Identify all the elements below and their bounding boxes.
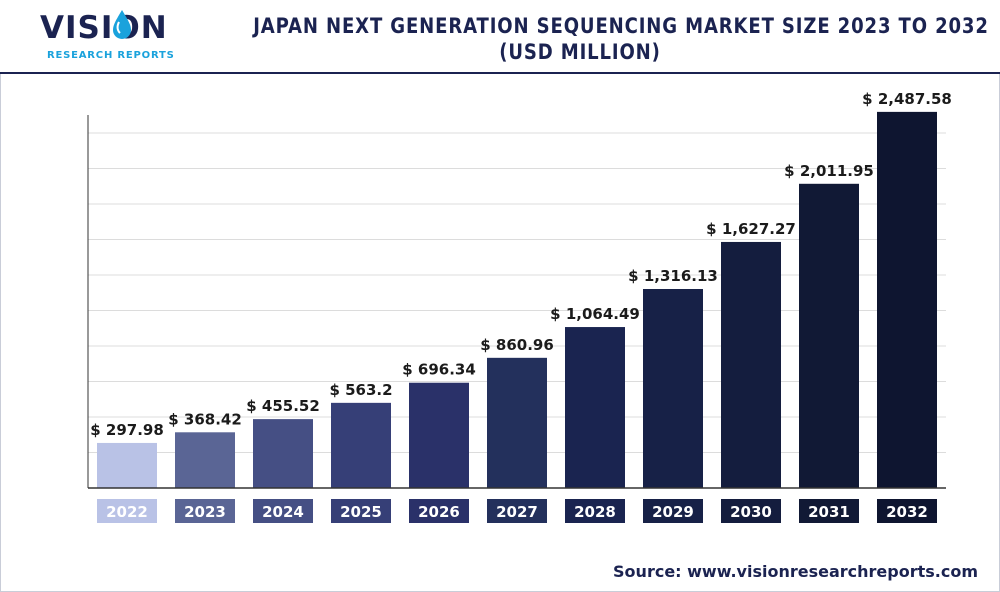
bar-2031 xyxy=(799,183,859,489)
x-tick-box-2024 xyxy=(253,499,313,523)
bar-2027 xyxy=(487,357,547,488)
bar-2032 xyxy=(877,111,937,489)
bar-2028 xyxy=(565,327,625,488)
chart-title: JAPAN NEXT GENERATION SEQUENCING MARKET … xyxy=(253,13,989,65)
data-label-2023: $ 368.42 xyxy=(168,410,242,428)
x-tick-box-2029 xyxy=(643,499,703,523)
x-tick-label-2027: 2027 xyxy=(496,503,538,521)
vision-research-reports-logo: VISION RESEARCH REPORTS xyxy=(40,8,175,66)
data-label-2022: $ 297.98 xyxy=(90,421,164,439)
x-tick-box-2030 xyxy=(721,499,781,523)
header-divider xyxy=(0,72,1000,74)
data-label-2028: $ 1,064.49 xyxy=(550,305,640,323)
x-tick-label-2026: 2026 xyxy=(418,503,460,521)
chart-title-line-2: (USD MILLION) xyxy=(499,40,661,64)
data-label-2025: $ 563.2 xyxy=(329,381,392,399)
logo-tagline: RESEARCH REPORTS xyxy=(47,50,175,61)
x-tick-label-2028: 2028 xyxy=(574,503,616,521)
x-tick-label-2032: 2032 xyxy=(886,503,928,521)
x-tick-label-2031: 2031 xyxy=(808,503,850,521)
bar-2024 xyxy=(253,419,313,488)
data-label-2027: $ 860.96 xyxy=(480,336,554,354)
x-tick-box-2025 xyxy=(331,499,391,523)
bar-2026 xyxy=(409,382,469,488)
source-note: Source: www.visionresearchreports.com xyxy=(613,562,978,581)
data-label-2024: $ 455.52 xyxy=(246,397,320,415)
logo-brand: VISION xyxy=(40,10,168,46)
x-tick-box-2026 xyxy=(409,499,469,523)
bar-2030 xyxy=(721,241,781,488)
x-tick-box-2028 xyxy=(565,499,625,523)
bar-2025 xyxy=(331,402,391,488)
x-tick-box-2031 xyxy=(799,499,859,523)
bar-2023 xyxy=(175,432,235,488)
chart-title-line-1: JAPAN NEXT GENERATION SEQUENCING MARKET … xyxy=(253,14,989,38)
data-labels: $ 297.98$ 368.42$ 455.52$ 563.2$ 696.34$… xyxy=(90,90,952,439)
x-tick-label-2029: 2029 xyxy=(652,503,694,521)
data-label-2032: $ 2,487.58 xyxy=(862,90,952,108)
data-label-2031: $ 2,011.95 xyxy=(784,162,874,180)
x-axis: 2022 2023 2024 2025 2026 2027 2028 2029 2030 2031… xyxy=(88,487,946,523)
bar-2022 xyxy=(97,442,157,488)
x-tick-box-2032 xyxy=(877,499,937,523)
x-tick-box-2022 xyxy=(97,499,157,523)
header: VISION RESEARCH REPORTS JAPAN NEXT GENER… xyxy=(0,0,1000,72)
x-tick-box-2023 xyxy=(175,499,235,523)
x-tick-label-2022: 2022 xyxy=(106,503,148,521)
x-tick-box-2027 xyxy=(487,499,547,523)
data-label-2026: $ 696.34 xyxy=(402,361,476,379)
data-label-2029: $ 1,316.13 xyxy=(628,267,718,285)
bars xyxy=(97,111,937,489)
x-tick-label-2024: 2024 xyxy=(262,503,304,521)
x-tick-label-2023: 2023 xyxy=(184,503,226,521)
x-tick-label-2030: 2030 xyxy=(730,503,772,521)
data-label-2030: $ 1,627.27 xyxy=(706,220,796,238)
x-tick-label-2025: 2025 xyxy=(340,503,382,521)
bar-2029 xyxy=(643,289,703,488)
logo-drop-icon xyxy=(113,10,131,39)
